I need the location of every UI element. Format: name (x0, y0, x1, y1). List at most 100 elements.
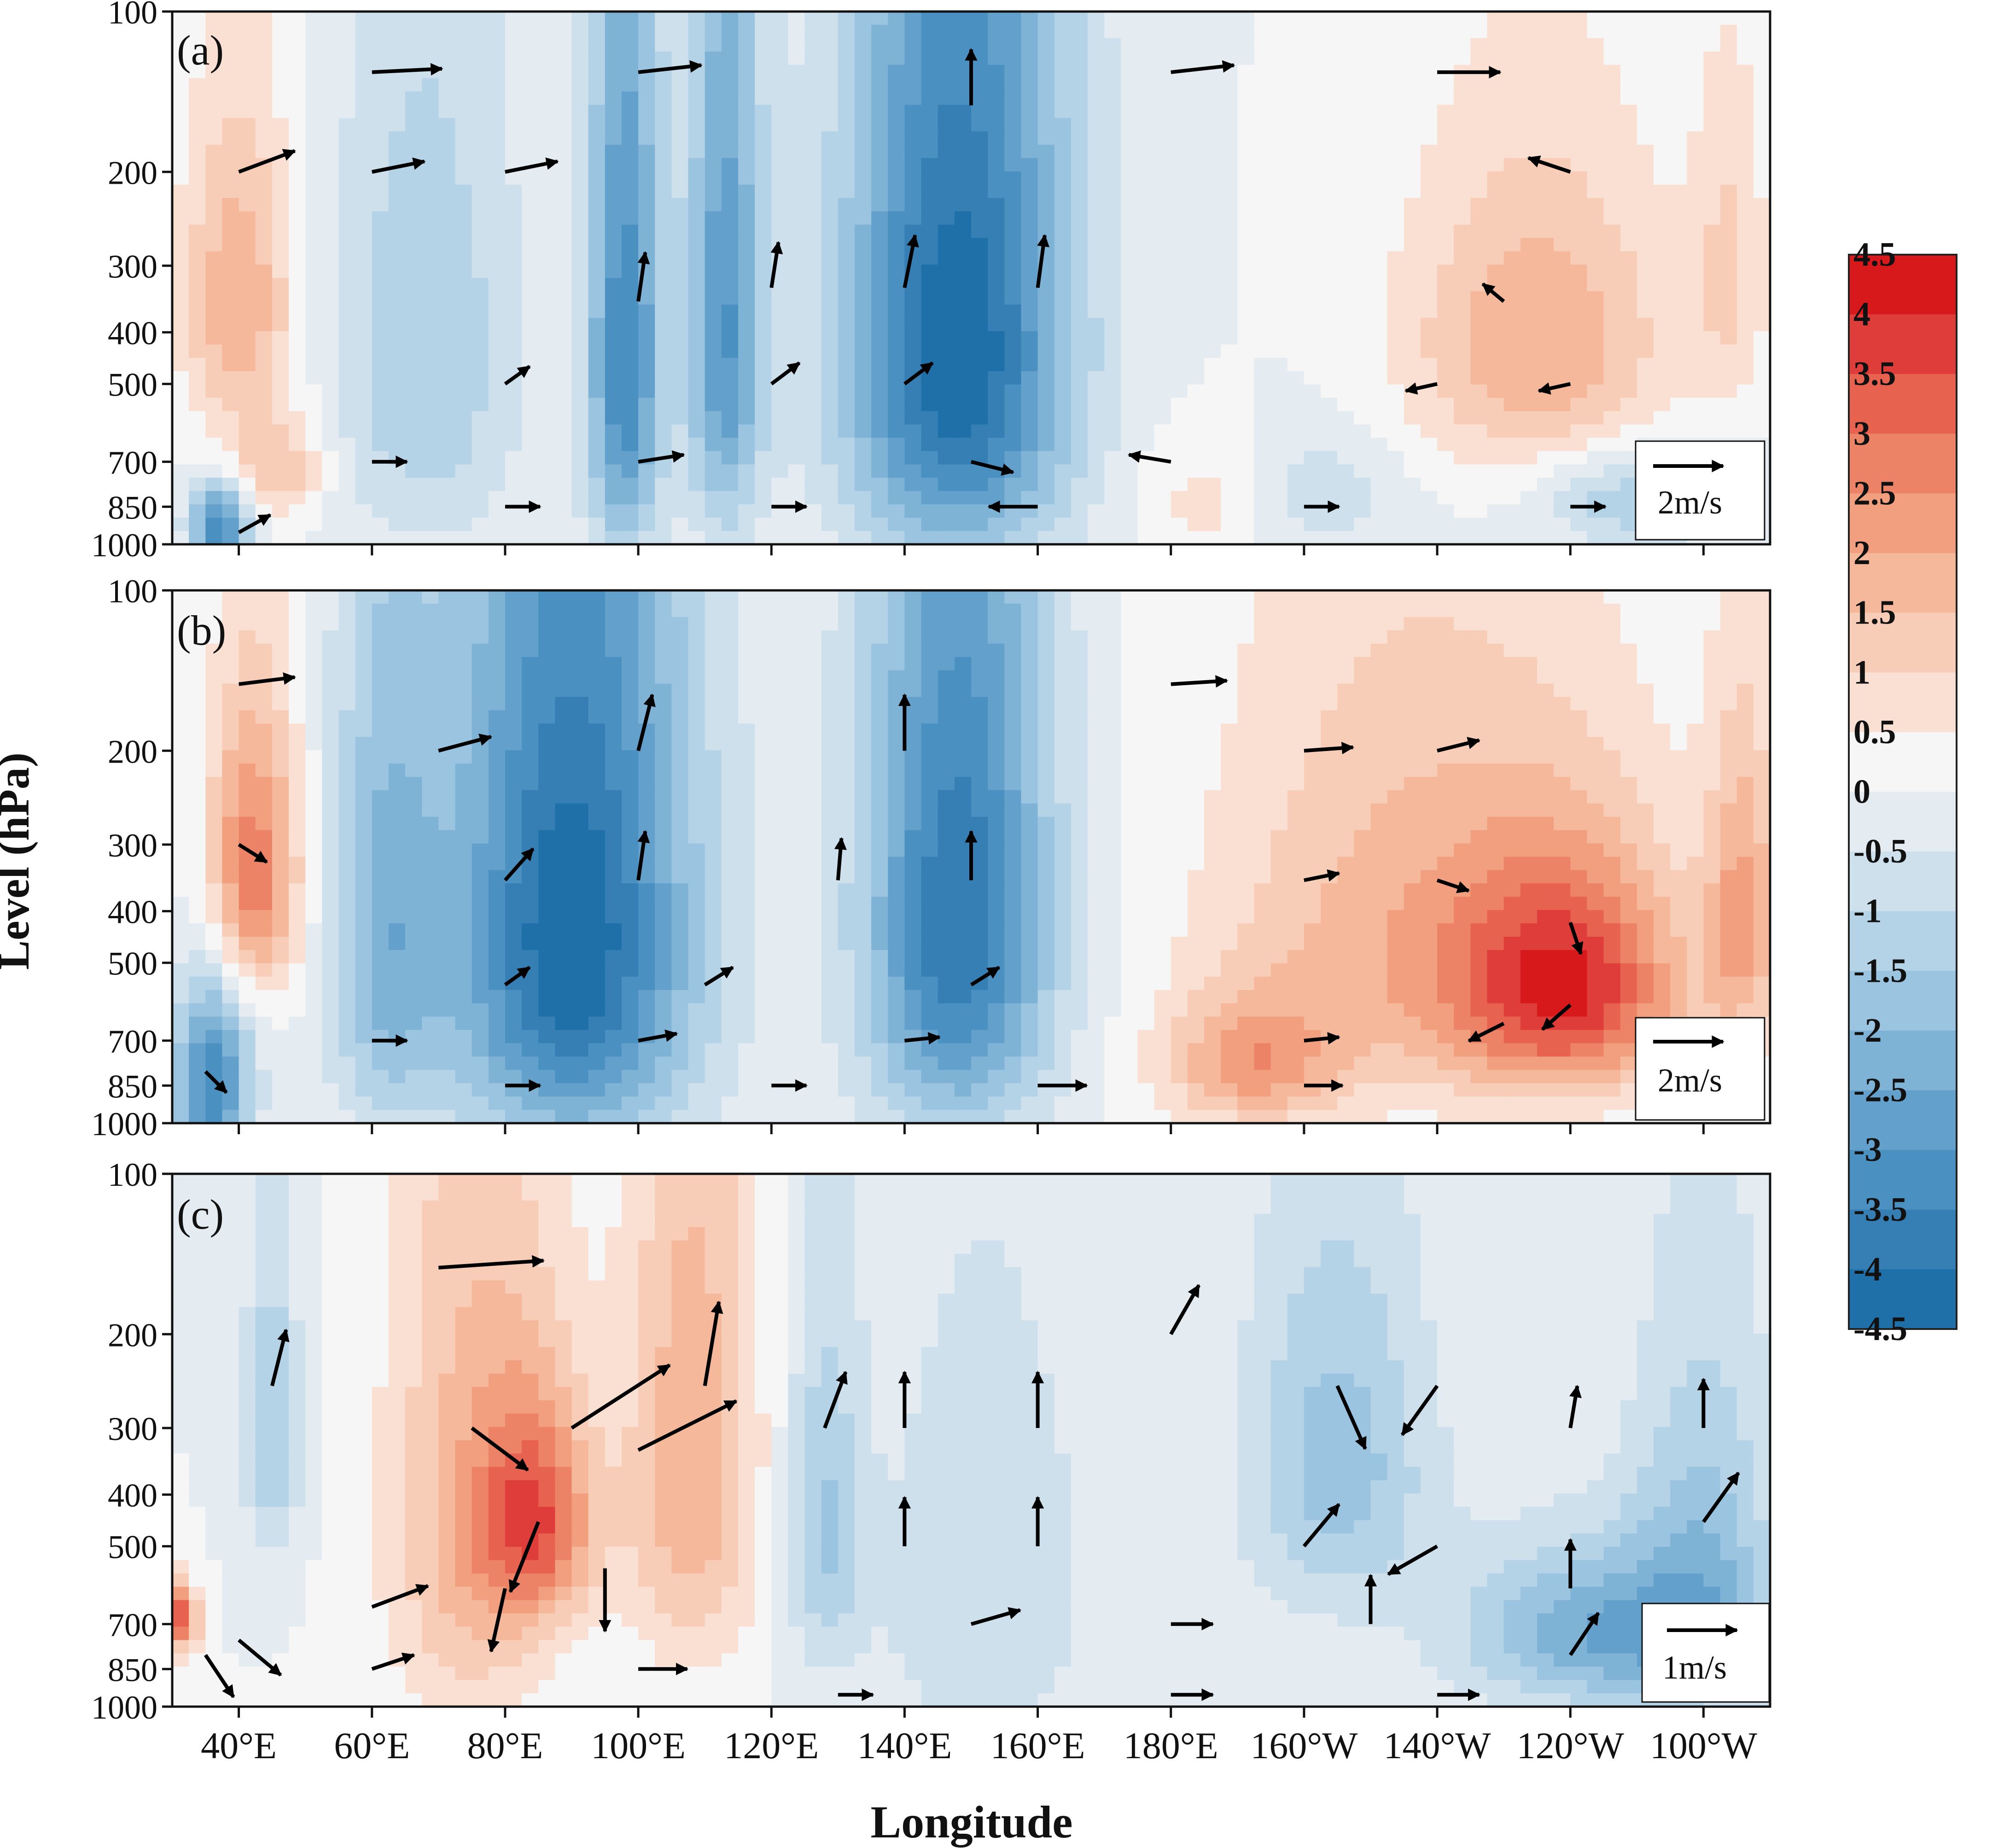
field-cell (1104, 630, 1122, 644)
field-cell (338, 630, 356, 644)
field-cell (1287, 318, 1305, 332)
field-cell (988, 603, 1005, 618)
field-cell (1470, 145, 1488, 158)
field-cell (1470, 38, 1488, 52)
field-cell (1520, 224, 1538, 239)
field-cell (1270, 358, 1288, 372)
field-cell (888, 504, 905, 518)
field-cell (621, 51, 639, 65)
field-cell (1354, 437, 1371, 452)
field-cell (621, 224, 639, 239)
field-cell (1321, 723, 1338, 737)
field-cell (372, 278, 389, 292)
field-cell (588, 344, 606, 358)
field-cell (904, 478, 922, 492)
field-cell (1337, 358, 1355, 372)
field-cell (1071, 683, 1088, 698)
field-cell (954, 171, 972, 185)
field-cell (1454, 278, 1471, 292)
field-cell (1071, 185, 1088, 198)
field-cell (921, 710, 938, 724)
field-cell (172, 64, 189, 79)
field-cell (405, 145, 422, 158)
field-cell (1703, 251, 1721, 265)
field-cell (488, 12, 506, 25)
field-cell (755, 91, 772, 105)
field-cell (871, 518, 888, 531)
field-cell (1004, 51, 1022, 65)
field-cell (305, 51, 323, 65)
field-cell (1687, 278, 1704, 292)
field-cell (555, 630, 572, 644)
field-cell (372, 344, 389, 358)
field-cell (1270, 78, 1288, 92)
field-cell (1720, 198, 1737, 212)
field-cell (255, 251, 273, 265)
field-cell (1537, 464, 1554, 478)
field-cell (855, 12, 872, 25)
field-cell (988, 590, 1005, 604)
field-cell (771, 397, 789, 412)
field-cell (1603, 264, 1621, 279)
field-cell (1420, 603, 1438, 618)
field-cell (1021, 24, 1038, 39)
field-cell (1287, 12, 1305, 25)
field-cell (1237, 78, 1255, 92)
field-cell (1171, 198, 1188, 212)
field-cell (305, 64, 323, 79)
field-cell (938, 198, 955, 212)
field-cell (821, 590, 839, 604)
field-cell (705, 518, 722, 531)
field-cell (1670, 264, 1687, 279)
field-cell (988, 251, 1005, 265)
field-cell (1404, 91, 1421, 105)
field-cell (1570, 603, 1588, 618)
field-cell (1537, 603, 1554, 618)
field-cell (1221, 12, 1238, 25)
field-cell (671, 51, 689, 65)
field-cell (821, 670, 839, 684)
field-cell (1703, 411, 1721, 425)
field-cell (1088, 291, 1105, 305)
y-tick-label: 500 (108, 367, 157, 403)
field-cell (1037, 185, 1055, 198)
field-cell (755, 344, 772, 358)
field-cell (1187, 478, 1205, 492)
field-cell (272, 737, 289, 751)
field-cell (1554, 590, 1571, 604)
field-cell (1321, 145, 1338, 158)
field-cell (1088, 224, 1105, 239)
field-cell (1454, 211, 1471, 225)
field-cell (1404, 344, 1421, 358)
field-cell (738, 331, 755, 345)
field-cell (305, 590, 323, 604)
field-cell (322, 118, 339, 132)
field-cell (338, 91, 356, 105)
field-cell (1337, 251, 1355, 265)
field-cell (971, 64, 988, 79)
field-cell (1321, 590, 1338, 604)
field-cell (1387, 24, 1404, 39)
field-cell (671, 630, 689, 644)
field-cell (788, 131, 805, 145)
field-cell (555, 224, 572, 239)
field-cell (1487, 464, 1504, 478)
field-cell (338, 344, 356, 358)
field-cell (1370, 145, 1388, 158)
field-cell (1503, 24, 1521, 39)
field-cell (1520, 38, 1538, 52)
field-cell (1570, 12, 1588, 25)
field-cell (688, 118, 705, 132)
field-cell (621, 344, 639, 358)
field-cell (1187, 411, 1205, 425)
field-cell (1470, 723, 1488, 737)
field-cell (688, 424, 705, 438)
field-cell (355, 12, 373, 25)
field-cell (222, 723, 239, 737)
field-cell (721, 291, 739, 305)
field-cell (289, 304, 306, 319)
field-cell (621, 291, 639, 305)
field-cell (1670, 291, 1687, 305)
field-cell (289, 603, 306, 618)
field-cell (1287, 171, 1305, 185)
